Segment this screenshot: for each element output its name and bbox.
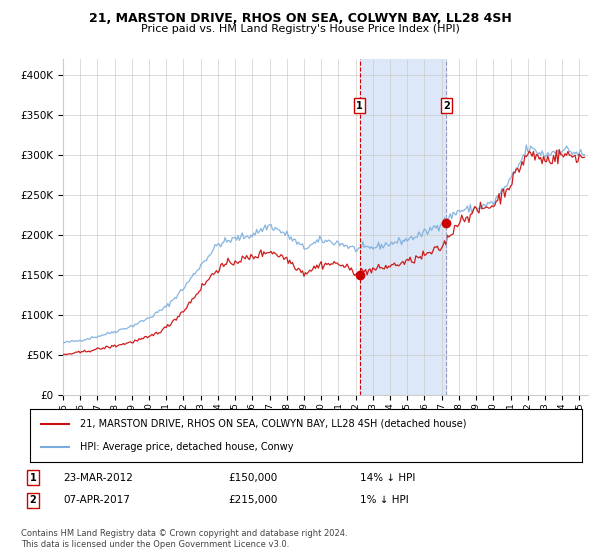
Text: 2: 2 [29, 495, 37, 505]
Text: £215,000: £215,000 [228, 495, 277, 505]
Bar [359, 59, 446, 395]
Text: 21, MARSTON DRIVE, RHOS ON SEA, COLWYN BAY, LL28 4SH (detached house): 21, MARSTON DRIVE, RHOS ON SEA, COLWYN B… [80, 419, 466, 429]
Text: 23-MAR-2012: 23-MAR-2012 [63, 473, 133, 483]
Text: 1: 1 [29, 473, 37, 483]
Text: 1: 1 [356, 101, 363, 111]
Text: £150,000: £150,000 [228, 473, 277, 483]
Text: 2: 2 [443, 101, 450, 111]
Text: Contains HM Land Registry data © Crown copyright and database right 2024.
This d: Contains HM Land Registry data © Crown c… [21, 529, 347, 549]
Text: 07-APR-2017: 07-APR-2017 [63, 495, 130, 505]
Text: HPI: Average price, detached house, Conwy: HPI: Average price, detached house, Conw… [80, 442, 293, 452]
Text: Price paid vs. HM Land Registry's House Price Index (HPI): Price paid vs. HM Land Registry's House … [140, 24, 460, 34]
Text: 21, MARSTON DRIVE, RHOS ON SEA, COLWYN BAY, LL28 4SH: 21, MARSTON DRIVE, RHOS ON SEA, COLWYN B… [89, 12, 511, 25]
Text: 14% ↓ HPI: 14% ↓ HPI [360, 473, 415, 483]
Text: 1% ↓ HPI: 1% ↓ HPI [360, 495, 409, 505]
